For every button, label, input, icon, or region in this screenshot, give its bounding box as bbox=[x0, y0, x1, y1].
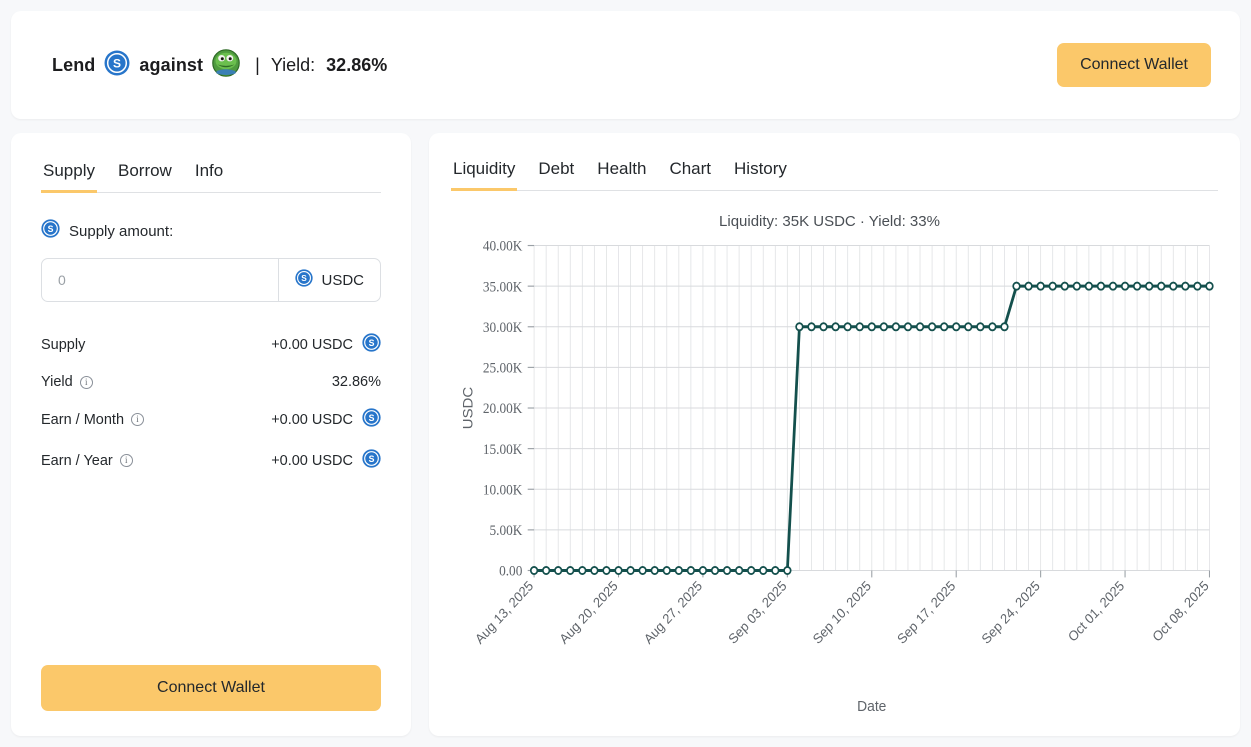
tab-chart[interactable]: Chart bbox=[667, 159, 713, 190]
usdc-coin-icon-suffix: S bbox=[295, 269, 314, 291]
main-content: Supply Borrow Info S Supply amount: bbox=[11, 133, 1240, 736]
tab-history[interactable]: History bbox=[732, 159, 789, 190]
svg-text:S: S bbox=[369, 454, 375, 464]
stat-value-earn-month-text: +0.00 USDC bbox=[271, 411, 353, 428]
supply-amount-input[interactable] bbox=[42, 259, 279, 301]
svg-text:Sep 17, 2025: Sep 17, 2025 bbox=[894, 578, 958, 647]
tab-health[interactable]: Health bbox=[595, 159, 648, 190]
tab-debt[interactable]: Debt bbox=[536, 159, 576, 190]
usdc-coin-icon-earn-year: S bbox=[362, 449, 381, 472]
svg-text:S: S bbox=[302, 273, 308, 283]
left-panel-spacer bbox=[41, 481, 381, 665]
supply-token-selector[interactable]: S USDC bbox=[278, 259, 380, 301]
connect-wallet-button-panel[interactable]: Connect Wallet bbox=[41, 665, 381, 711]
svg-text:Sep 10, 2025: Sep 10, 2025 bbox=[810, 578, 874, 647]
header-separator: | bbox=[255, 54, 260, 75]
connect-wallet-button-header[interactable]: Connect Wallet bbox=[1057, 43, 1211, 87]
svg-text:10.00K: 10.00K bbox=[483, 483, 523, 499]
stat-value-supply-text: +0.00 USDC bbox=[271, 336, 353, 353]
chart-panel-tabs: Liquidity Debt Health Chart History bbox=[451, 159, 1218, 191]
svg-text:20.00K: 20.00K bbox=[483, 402, 523, 418]
svg-text:Sep 24, 2025: Sep 24, 2025 bbox=[979, 578, 1043, 647]
chart-panel: Liquidity Debt Health Chart History Liqu… bbox=[429, 133, 1240, 736]
header-yield-label: Yield: bbox=[270, 54, 316, 75]
svg-text:Sep 03, 2025: Sep 03, 2025 bbox=[726, 578, 790, 647]
stat-value-yield: 32.86% bbox=[331, 374, 381, 390]
stat-row-yield: Yield i 32.86% bbox=[41, 365, 381, 399]
app-header: Lend S against bbox=[11, 11, 1240, 119]
supply-panel: Supply Borrow Info S Supply amount: bbox=[11, 133, 411, 736]
stat-value-earn-year: +0.00 USDC S bbox=[271, 449, 381, 472]
svg-text:5.00K: 5.00K bbox=[489, 524, 522, 540]
tab-liquidity[interactable]: Liquidity bbox=[451, 159, 518, 191]
svg-text:15.00K: 15.00K bbox=[483, 442, 523, 458]
svg-text:Oct 08, 2025: Oct 08, 2025 bbox=[1150, 578, 1212, 645]
against-label: against bbox=[139, 54, 204, 75]
lend-label: Lend bbox=[52, 54, 96, 75]
svg-text:S: S bbox=[369, 413, 375, 423]
svg-text:40.00K: 40.00K bbox=[483, 239, 523, 255]
stat-row-earn-month: Earn / Month i +0.00 USDC S bbox=[41, 399, 381, 440]
stat-row-supply: Supply +0.00 USDC S bbox=[41, 324, 381, 365]
stat-label-earn-month: Earn / Month i bbox=[41, 411, 145, 428]
svg-text:30.00K: 30.00K bbox=[483, 321, 523, 337]
svg-text:S: S bbox=[113, 56, 121, 70]
stat-label-yield-text: Yield bbox=[41, 374, 73, 390]
usdc-coin-icon-supply: S bbox=[362, 333, 381, 356]
header-title-group: Lend S against bbox=[52, 48, 388, 82]
liquidity-chart: 0.00 5.00K 10.00K 15.00K 20.00K 25.00K 30.00K 3… bbox=[451, 234, 1218, 718]
stat-row-earn-year: Earn / Year i +0.00 USDC S bbox=[41, 440, 381, 481]
stat-value-earn-month: +0.00 USDC S bbox=[271, 408, 381, 431]
svg-text:S: S bbox=[48, 224, 54, 234]
stat-value-earn-year-text: +0.00 USDC bbox=[271, 452, 353, 469]
stat-label-yield: Yield i bbox=[41, 374, 93, 390]
supply-amount-field[interactable]: S USDC bbox=[41, 258, 381, 302]
liquidity-chart-svg: 0.00 5.00K 10.00K 15.00K 20.00K 25.00K 30.00K 3… bbox=[461, 239, 1214, 716]
pepe-token-icon bbox=[212, 48, 240, 82]
header-yield-value: 32.86% bbox=[326, 54, 388, 75]
supply-amount-label-row: S Supply amount: bbox=[41, 219, 381, 243]
chart-title: Liquidity: 35K USDC · Yield: 33% bbox=[719, 213, 940, 230]
svg-text:0.00: 0.00 bbox=[499, 564, 522, 580]
supply-stats-list: Supply +0.00 USDC S bbox=[41, 324, 381, 481]
usdc-coin-icon-earn-month: S bbox=[362, 408, 381, 431]
supply-amount-label: Supply amount: bbox=[69, 222, 174, 240]
tab-borrow[interactable]: Borrow bbox=[116, 161, 174, 192]
svg-text:Date: Date bbox=[857, 699, 886, 716]
stat-value-supply: +0.00 USDC S bbox=[271, 333, 381, 356]
stat-label-earn-year: Earn / Year i bbox=[41, 453, 133, 469]
info-icon-yield[interactable]: i bbox=[79, 375, 93, 389]
svg-text:25.00K: 25.00K bbox=[483, 361, 523, 377]
stat-label-earn-year-text: Earn / Year bbox=[41, 452, 113, 469]
stat-label-earn-month-text: Earn / Month bbox=[41, 411, 125, 428]
svg-text:Aug 27, 2025: Aug 27, 2025 bbox=[641, 578, 705, 647]
supply-panel-tabs: Supply Borrow Info bbox=[41, 161, 381, 193]
supply-token-label: USDC bbox=[321, 271, 364, 289]
svg-text:Aug 20, 2025: Aug 20, 2025 bbox=[557, 578, 621, 647]
tab-info[interactable]: Info bbox=[193, 161, 225, 192]
svg-text:USDC: USDC bbox=[461, 387, 476, 429]
svg-text:Oct 01, 2025: Oct 01, 2025 bbox=[1065, 578, 1127, 645]
tab-supply[interactable]: Supply bbox=[41, 161, 97, 193]
svg-text:35.00K: 35.00K bbox=[483, 280, 523, 296]
info-icon-earn-year[interactable]: i bbox=[119, 454, 133, 467]
usdc-coin-icon-small: S bbox=[41, 219, 60, 243]
usdc-coin-icon: S bbox=[104, 50, 130, 81]
stat-label-supply: Supply bbox=[41, 336, 86, 353]
svg-text:S: S bbox=[369, 338, 375, 348]
info-icon-earn-month[interactable]: i bbox=[131, 413, 145, 426]
svg-text:Aug 13, 2025: Aug 13, 2025 bbox=[472, 578, 536, 647]
